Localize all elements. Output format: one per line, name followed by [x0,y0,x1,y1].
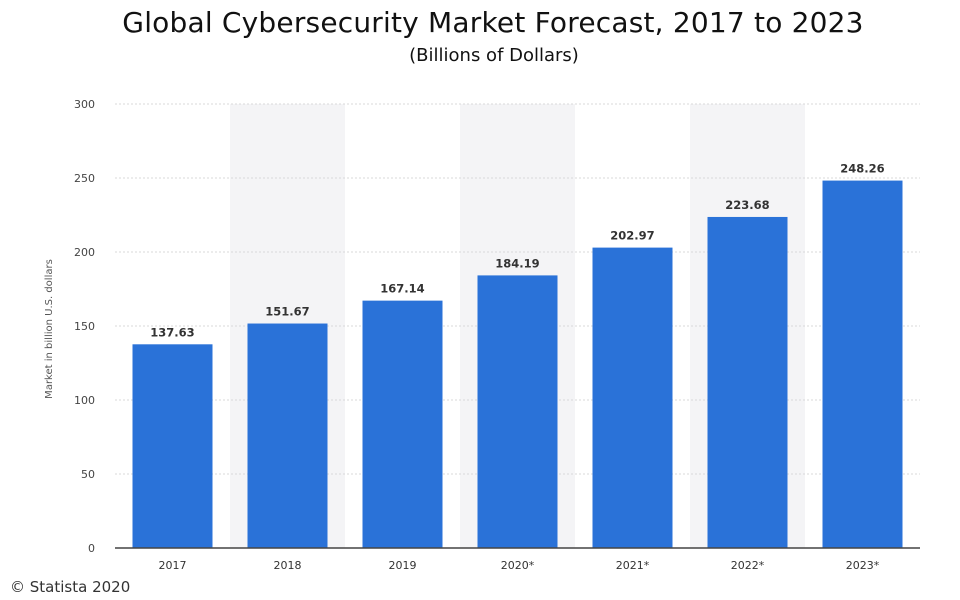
bar [362,300,443,548]
chart-title: Global Cybersecurity Market Forecast, 20… [122,6,864,39]
data-label: 184.19 [495,256,539,270]
y-tick-label: 50 [81,468,95,481]
x-axis-ticks: 2017 2018 2019 2020* 2021* 2022* 2023* [159,559,880,572]
bar [592,247,673,548]
y-tick-label: 250 [74,172,95,185]
bar [477,275,558,548]
y-tick-label: 200 [74,246,95,259]
y-tick-label: 300 [74,98,95,111]
source-credit: © Statista 2020 [10,578,131,596]
x-tick-label: 2021* [616,559,650,572]
data-label: 248.26 [840,162,884,176]
x-tick-label: 2020* [501,559,535,572]
x-tick-label: 2023* [846,559,880,572]
data-label: 151.67 [265,305,309,319]
y-tick-label: 150 [74,320,95,333]
y-axis-label: Market in billion U.S. dollars [44,259,55,399]
bar [822,180,903,548]
y-tick-label: 100 [74,394,95,407]
data-label: 137.63 [150,325,194,339]
data-labels: 137.63 151.67 167.14 184.19 202.97 223.68 248.… [150,162,884,340]
data-label: 202.97 [610,229,654,243]
data-label: 167.14 [380,282,424,296]
x-tick-label: 2018 [274,559,302,572]
x-tick-label: 2019 [389,559,417,572]
chart-subtitle: (Billions of Dollars) [409,45,579,66]
x-tick-label: 2017 [159,559,187,572]
bar [132,344,213,548]
bar [247,323,328,548]
bars [132,180,903,548]
bar [707,216,788,548]
data-label: 223.68 [725,198,769,212]
y-tick-label: 0 [88,542,95,555]
y-axis-ticks: 0 50 100 150 200 250 300 [74,98,95,555]
x-tick-label: 2022* [731,559,765,572]
